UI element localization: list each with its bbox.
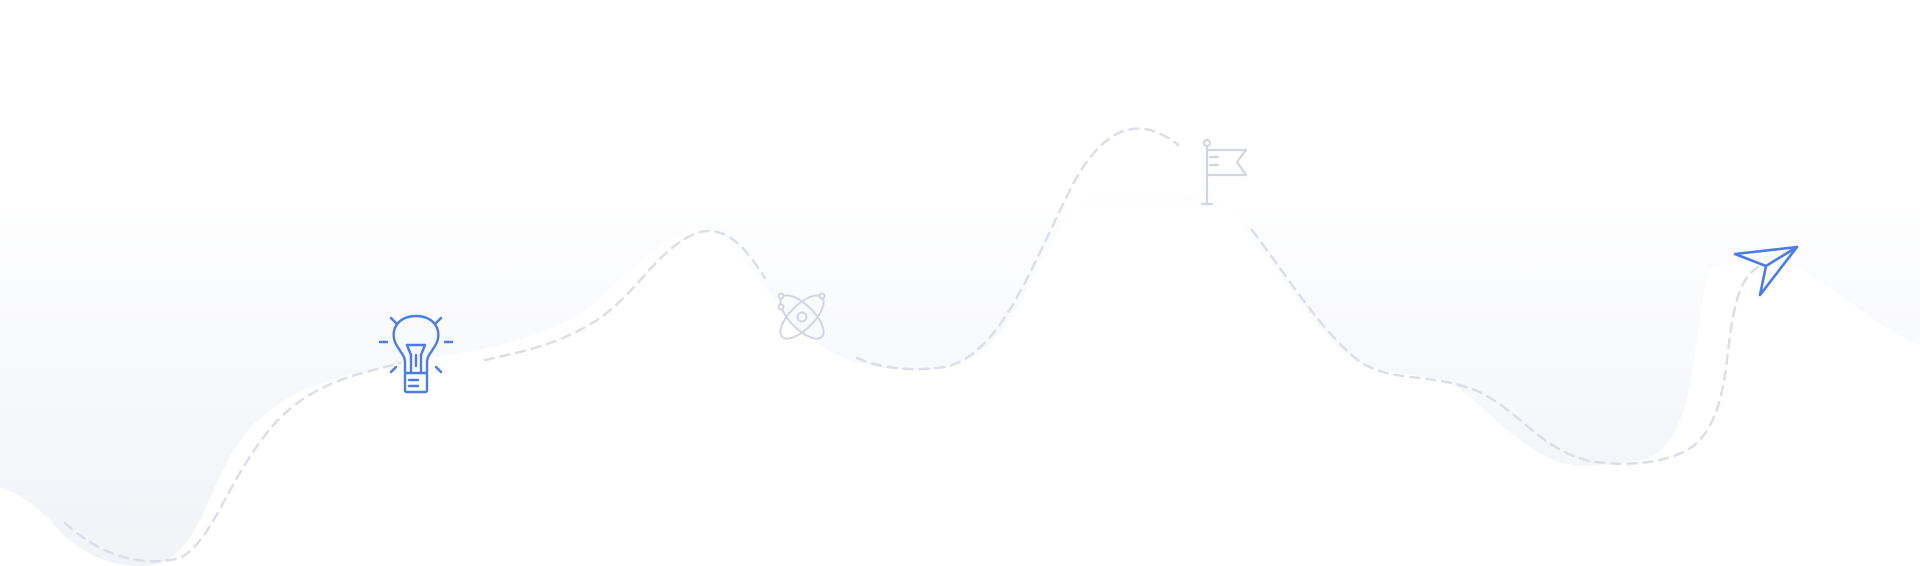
journey-path [63,127,1762,563]
paper-plane-icon [1733,245,1799,297]
background-hill [0,177,1920,566]
lightbulb-icon [378,314,454,394]
atom-icon [777,292,826,340]
flag-icon [1200,138,1248,206]
